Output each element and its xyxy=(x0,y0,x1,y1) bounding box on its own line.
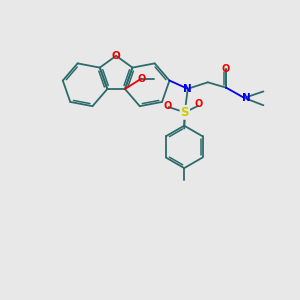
Text: O: O xyxy=(222,64,230,74)
Text: O: O xyxy=(194,98,203,109)
Text: O: O xyxy=(112,51,121,61)
Text: N: N xyxy=(183,84,192,94)
Text: O: O xyxy=(137,74,145,84)
Text: S: S xyxy=(181,106,189,119)
Text: O: O xyxy=(164,100,172,111)
Text: N: N xyxy=(242,93,251,103)
